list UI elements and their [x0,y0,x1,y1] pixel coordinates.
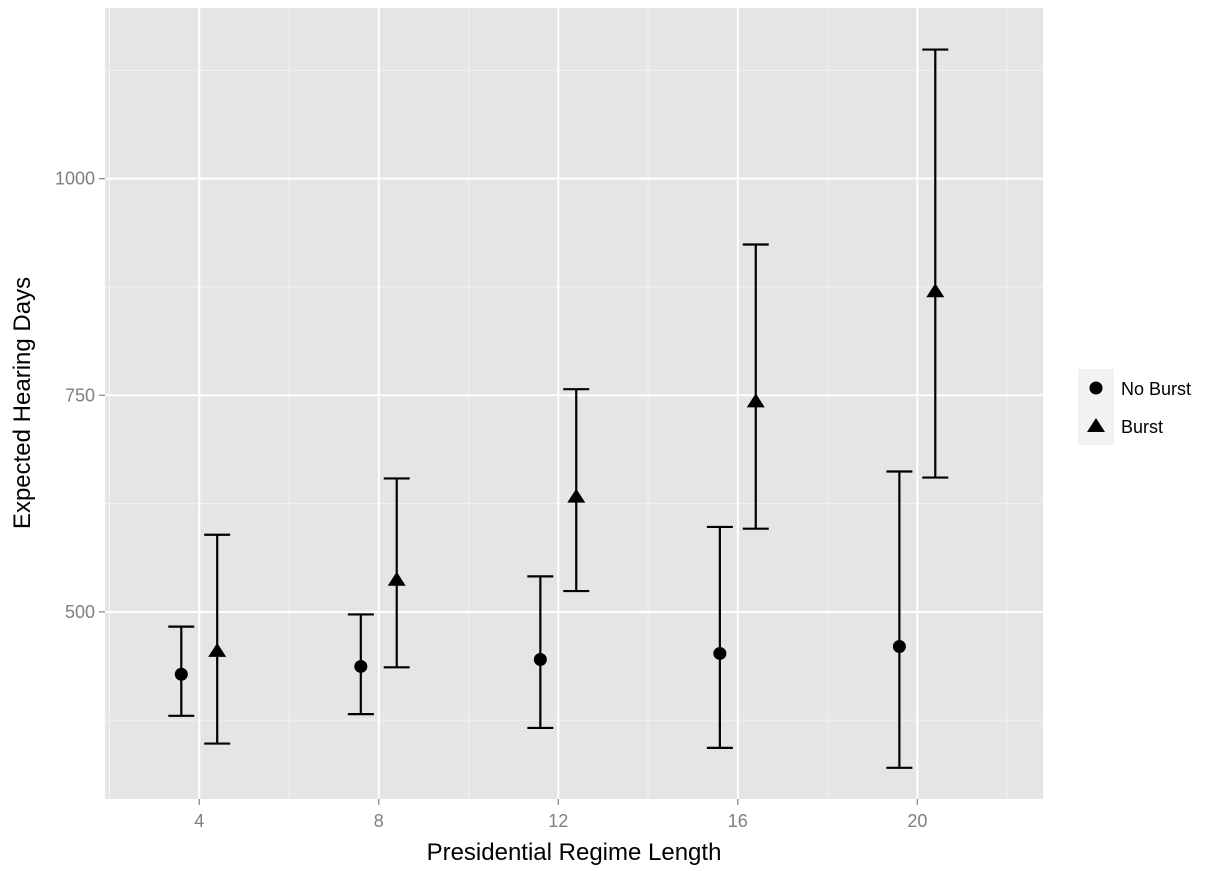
x-tick-label: 16 [728,811,748,831]
y-axis-title: Expected Hearing Days [9,277,36,529]
y-tick-label: 750 [65,385,95,405]
legend-label: Burst [1121,417,1163,437]
data-point-burst [387,571,406,586]
data-point-burst [926,283,945,298]
x-tick-label: 12 [548,811,568,831]
major-gridlines [105,8,1043,799]
plot-panel [105,8,1043,799]
legend-circle-icon [1089,381,1103,395]
legend-label: No Burst [1121,379,1191,399]
data-point-no-burst [713,646,727,660]
minor-gridlines [105,8,1043,799]
x-tick-label: 4 [194,811,204,831]
data-point-burst [746,393,765,408]
x-axis-title: Presidential Regime Length [427,839,722,866]
x-tick-label: 20 [907,811,927,831]
data-marks [168,48,949,769]
data-point-no-burst [354,659,368,673]
data-point-burst [567,488,586,503]
x-tick-label: 8 [374,811,384,831]
axes: 500 750 1000 4 8 12 16 20 [55,169,927,831]
legend: No Burst Burst [1078,369,1191,445]
data-point-no-burst [533,653,547,667]
y-tick-label: 1000 [55,169,95,189]
data-point-no-burst [174,667,188,681]
data-point-burst [208,642,227,657]
data-point-no-burst [892,640,906,654]
y-tick-label: 500 [65,602,95,622]
legend-triangle-icon [1087,418,1105,432]
